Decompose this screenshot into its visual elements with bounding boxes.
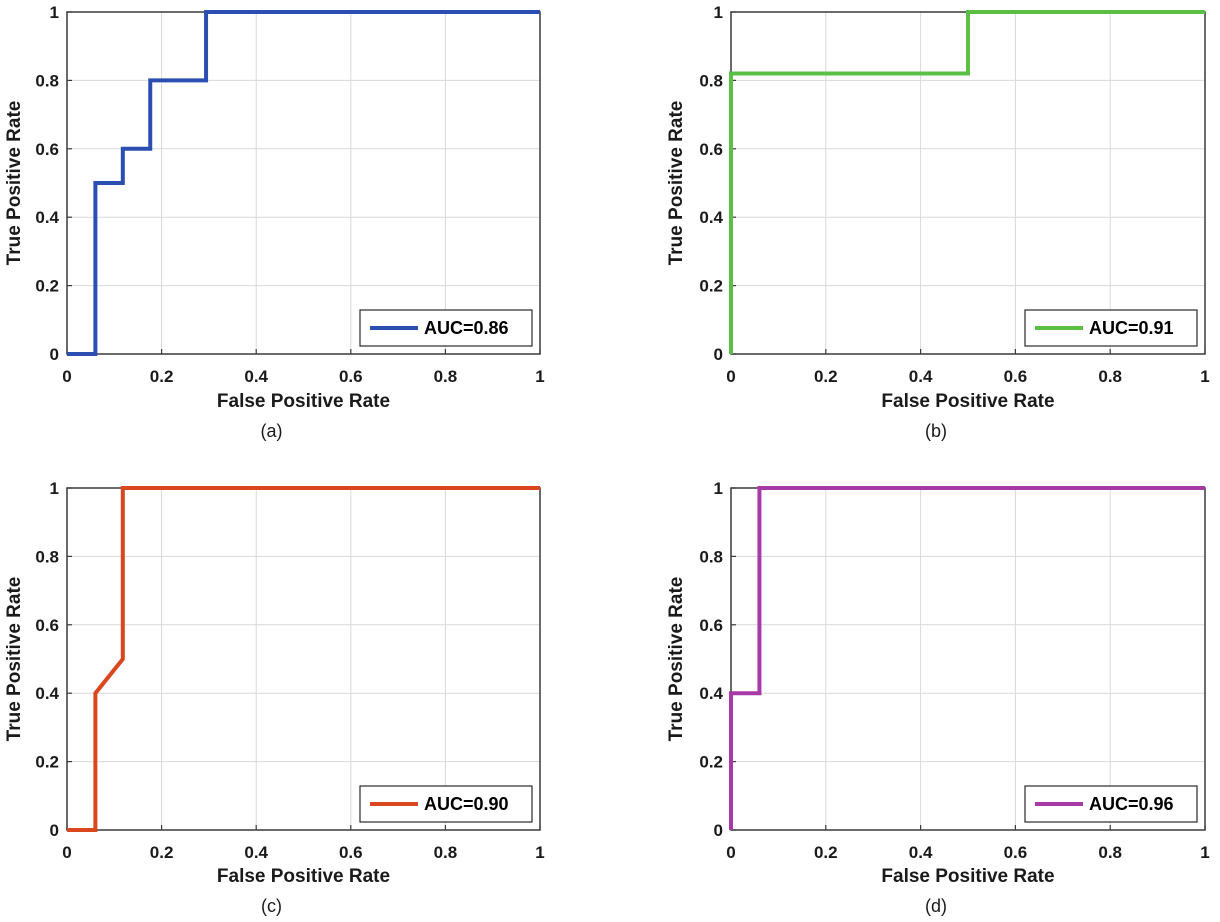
x-tick-label: 1 (1200, 367, 1209, 386)
x-tick-label: 0.8 (1098, 843, 1122, 862)
x-tick-label: 1 (535, 367, 544, 386)
legend-entry: AUC=0.91 (1089, 318, 1174, 338)
panel-caption: (b) (925, 421, 947, 441)
x-axis-label: False Positive Rate (217, 391, 390, 412)
y-tick-label: 0 (50, 345, 59, 364)
y-tick-label: 1 (714, 479, 723, 498)
y-tick-label: 0.4 (35, 684, 59, 703)
y-tick-label: 0.2 (35, 753, 59, 772)
x-axis-label: False Positive Rate (881, 391, 1054, 412)
x-tick-label: 1 (535, 843, 544, 862)
roc-curve-line (729, 10, 1205, 354)
x-axis-label: False Positive Rate (217, 866, 390, 887)
x-tick-label: 0.6 (339, 367, 363, 386)
x-tick-label: 0.4 (244, 367, 268, 386)
y-tick-label: 0.6 (35, 140, 59, 159)
x-tick-label: 0.6 (1004, 843, 1028, 862)
x-tick-label: 0.6 (339, 843, 363, 862)
roc-curve-line (67, 10, 540, 356)
roc-curve-line (67, 486, 540, 832)
y-axis-label: True Positive Rate (666, 101, 687, 266)
y-tick-label: 0.4 (35, 208, 59, 227)
roc-panel-c: 0 0.2 0.4 0.6 0.8 1 0 0.2 0.4 0.6 0.8 1 False Positi… (4, 479, 545, 916)
x-tick-label: 0.2 (150, 843, 174, 862)
x-tick-label: 0.8 (1098, 367, 1122, 386)
x-tick-label: 0.4 (909, 843, 933, 862)
y-axis-label: True Positive Rate (666, 577, 687, 742)
x-tick-label: 0.2 (814, 367, 838, 386)
x-tick-label: 0.2 (814, 843, 838, 862)
panel-caption: (a) (261, 421, 283, 441)
x-tick-label: 0.4 (244, 843, 268, 862)
x-tick-label: 0.6 (1004, 367, 1028, 386)
roc-panel-a: 0 0.2 0.4 0.6 0.8 1 0 0.2 0.4 0.6 0.8 1 False Positi… (4, 3, 545, 441)
y-tick-label: 0.8 (35, 71, 59, 90)
roc-panel-d: 0 0.2 0.4 0.6 0.8 1 0 0.2 0.4 0.6 0.8 1 False Positi… (666, 479, 1210, 916)
roc-curve-line (729, 486, 1205, 830)
y-tick-label: 0.6 (35, 616, 59, 635)
y-tick-label: 1 (714, 3, 723, 22)
x-tick-label: 0 (726, 367, 735, 386)
x-axis-label: False Positive Rate (881, 866, 1054, 887)
x-tick-label: 0.8 (434, 843, 458, 862)
roc-panel-b: 0 0.2 0.4 0.6 0.8 1 0 0.2 0.4 0.6 0.8 1 False Positi… (666, 3, 1210, 441)
y-tick-label: 0.8 (699, 71, 723, 90)
legend-entry: AUC=0.90 (424, 794, 509, 814)
panel-caption: (d) (925, 896, 947, 916)
x-tick-label: 0 (62, 843, 71, 862)
y-tick-label: 0.2 (699, 753, 723, 772)
y-axis-label: True Positive Rate (4, 101, 25, 266)
x-tick-label: 0 (62, 367, 71, 386)
y-tick-label: 0.2 (699, 277, 723, 296)
legend-entry: AUC=0.96 (1089, 794, 1174, 814)
x-tick-label: 0.4 (909, 367, 933, 386)
y-tick-label: 0.8 (35, 547, 59, 566)
panel-caption: (c) (261, 896, 282, 916)
legend-box (1024, 309, 1198, 347)
y-tick-label: 0.2 (35, 277, 59, 296)
y-axis-label: True Positive Rate (4, 577, 25, 742)
x-tick-label: 0.8 (434, 367, 458, 386)
y-tick-label: 0.6 (699, 140, 723, 159)
y-tick-label: 0.6 (699, 616, 723, 635)
plot-area-frame (66, 11, 541, 355)
y-tick-label: 1 (50, 479, 59, 498)
y-tick-label: 0.4 (699, 684, 723, 703)
y-tick-label: 0 (50, 821, 59, 840)
y-tick-label: 0.4 (699, 208, 723, 227)
y-tick-label: 0.8 (699, 547, 723, 566)
x-tick-label: 0 (726, 843, 735, 862)
legend-entry: AUC=0.86 (424, 318, 509, 338)
plot-area-frame (66, 487, 541, 831)
y-tick-label: 1 (50, 3, 59, 22)
x-tick-label: 0.2 (150, 367, 174, 386)
x-tick-label: 1 (1200, 843, 1209, 862)
y-tick-label: 0 (714, 345, 723, 364)
plot-area-frame (730, 487, 1206, 831)
y-tick-label: 0 (714, 821, 723, 840)
